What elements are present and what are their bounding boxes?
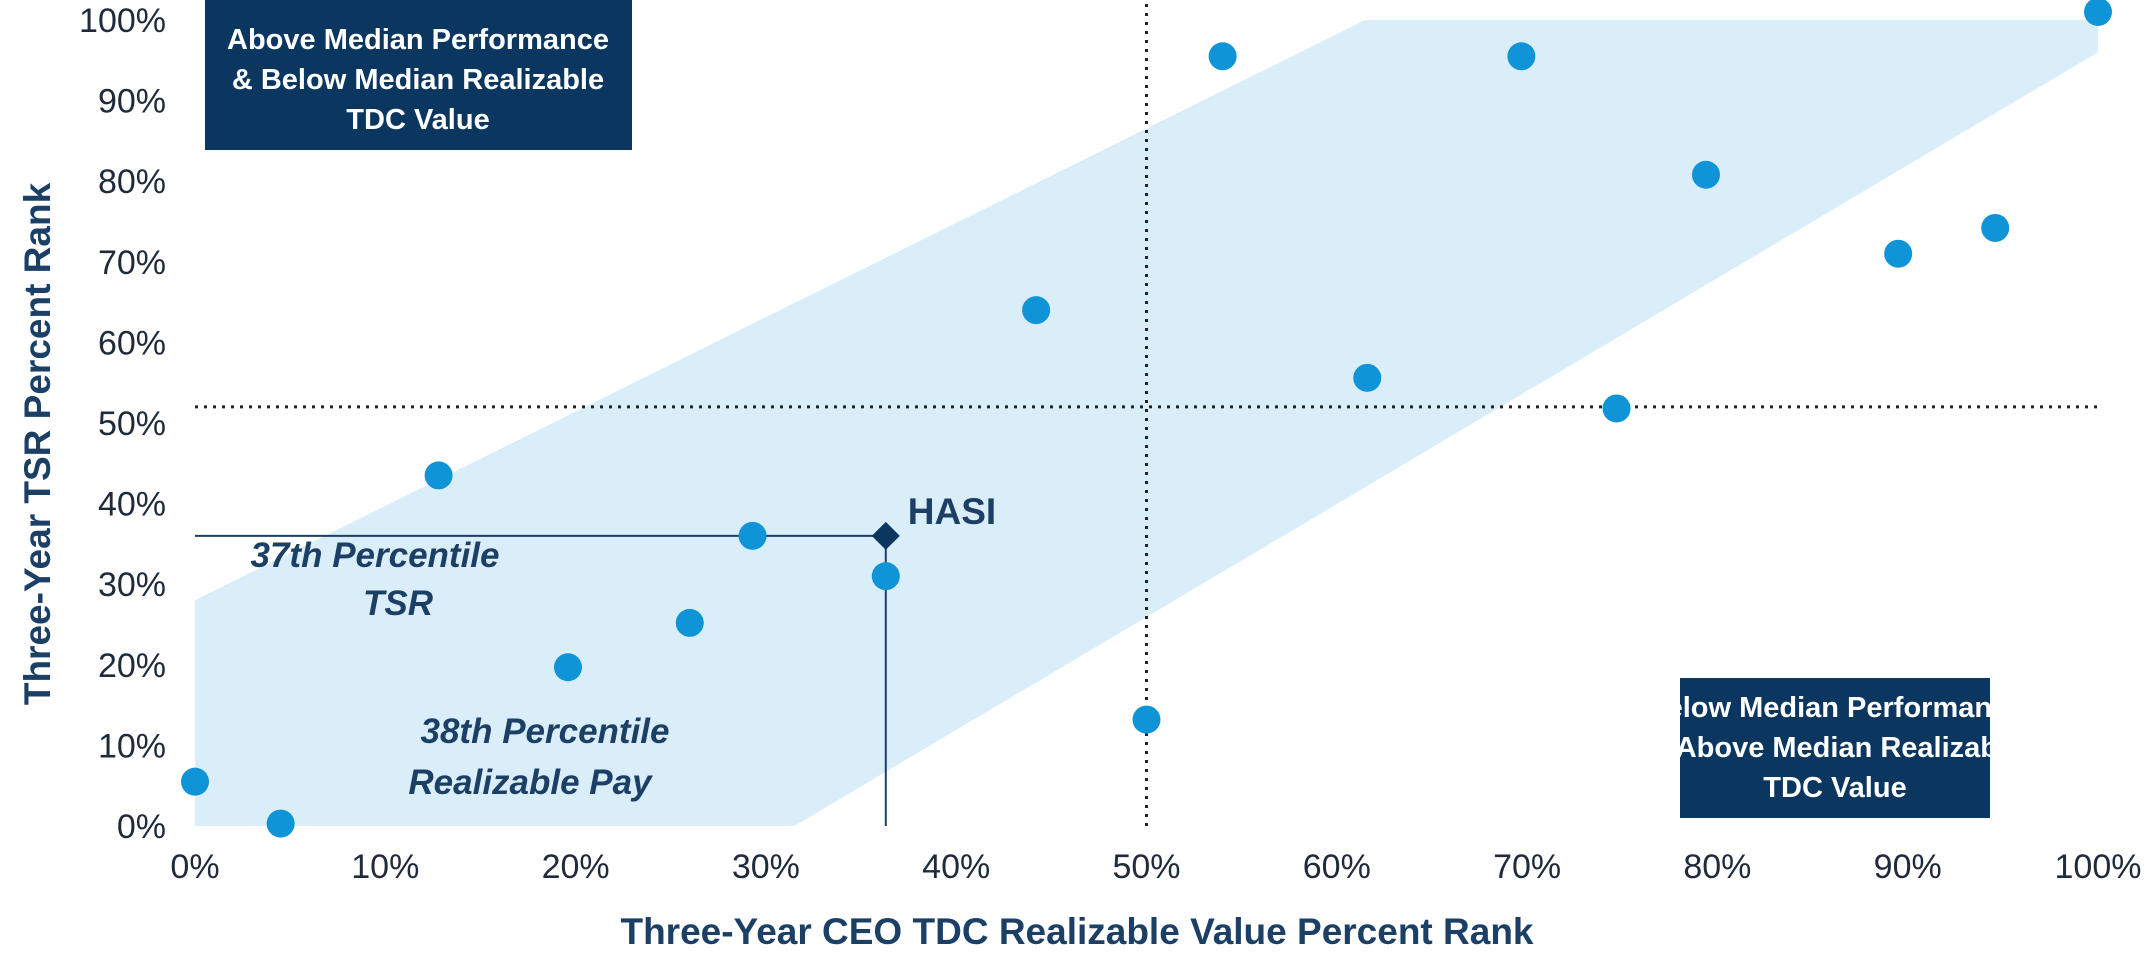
x-tick-label: 90%: [1874, 848, 1942, 886]
bottom-right-quadrant-box: Below Median Performance & Above Median …: [1646, 678, 2025, 818]
top-left-box-line-1: Above Median Performance: [227, 24, 609, 56]
x-tick-label: 20%: [542, 848, 610, 886]
top-left-box-line-3: TDC Value: [346, 104, 489, 136]
peer-point: [1507, 42, 1536, 71]
y-tick-label: 60%: [98, 324, 166, 362]
x-tick-label: 10%: [351, 848, 419, 886]
x-tick-label: 40%: [922, 848, 990, 886]
y-tick-label: 10%: [98, 727, 166, 765]
hasi-diamond-marker: [871, 521, 900, 550]
x-tick-label: 80%: [1683, 848, 1751, 886]
peer-point: [1691, 160, 1720, 189]
peer-point: [871, 562, 900, 591]
peer-point: [1208, 42, 1237, 71]
peer-point: [1353, 363, 1382, 392]
peer-point: [181, 767, 209, 796]
x-axis-title: Three-Year CEO TDC Realizable Value Perc…: [620, 911, 1533, 952]
peer-point: [675, 608, 704, 637]
median-lines: [195, 4, 2100, 826]
peer-point: [2084, 0, 2112, 26]
hasi-label: HASI: [908, 491, 996, 532]
x-tick-label: 30%: [732, 848, 800, 886]
tsr-annotation-line-1: 37th Percentile: [251, 536, 500, 575]
top-left-box-line-2: & Below Median Realizable: [232, 64, 604, 96]
y-tick-label: 70%: [98, 244, 166, 282]
pay-annotation-line-1: 38th Percentile: [421, 712, 670, 751]
x-tick-label: 60%: [1303, 848, 1371, 886]
y-axis-title: Three-Year TSR Percent Rank: [17, 182, 58, 705]
x-tick-label: 100%: [2055, 848, 2142, 886]
peer-point: [1602, 394, 1631, 423]
y-tick-label: 50%: [98, 405, 166, 443]
y-tick-label: 80%: [98, 163, 166, 201]
bottom-right-box-line-2: & Above Median Realizable: [1648, 732, 2022, 764]
y-tick-label: 100%: [79, 2, 166, 40]
peer-point: [553, 653, 582, 682]
y-tick-label: 0%: [117, 808, 166, 846]
x-tick-label: 70%: [1493, 848, 1561, 886]
company-marker-group: HASI: [871, 491, 996, 550]
peer-point: [1022, 296, 1051, 325]
x-axis-ticks: 0% 10% 20% 30% 40% 50% 60% 70% 80% 90% 100%: [170, 848, 2141, 886]
peer-point: [1884, 239, 1913, 268]
y-axis-ticks: 0% 10% 20% 30% 40% 50% 60% 70% 80% 90% 100%: [79, 2, 166, 846]
pay-annotation-line-2: Realizable Pay: [408, 763, 653, 802]
peer-points: [181, 0, 2112, 838]
bottom-right-box-line-1: Below Median Performance: [1646, 692, 2025, 724]
performance-alignment-band: [195, 20, 2098, 826]
peer-point: [266, 809, 295, 838]
y-tick-label: 40%: [98, 486, 166, 524]
top-left-quadrant-box: Above Median Performance & Below Median …: [205, 0, 632, 150]
peer-point: [1132, 705, 1161, 734]
bottom-right-box-line-3: TDC Value: [1763, 772, 1906, 804]
peer-point: [1981, 213, 2010, 242]
y-tick-label: 30%: [98, 566, 166, 604]
peer-point: [424, 461, 453, 490]
x-tick-label: 0%: [170, 848, 219, 886]
peer-point: [738, 521, 767, 550]
y-tick-label: 20%: [98, 647, 166, 685]
y-tick-label: 90%: [98, 83, 166, 121]
tsr-annotation-line-2: TSR: [363, 584, 434, 623]
x-tick-label: 50%: [1112, 848, 1180, 886]
